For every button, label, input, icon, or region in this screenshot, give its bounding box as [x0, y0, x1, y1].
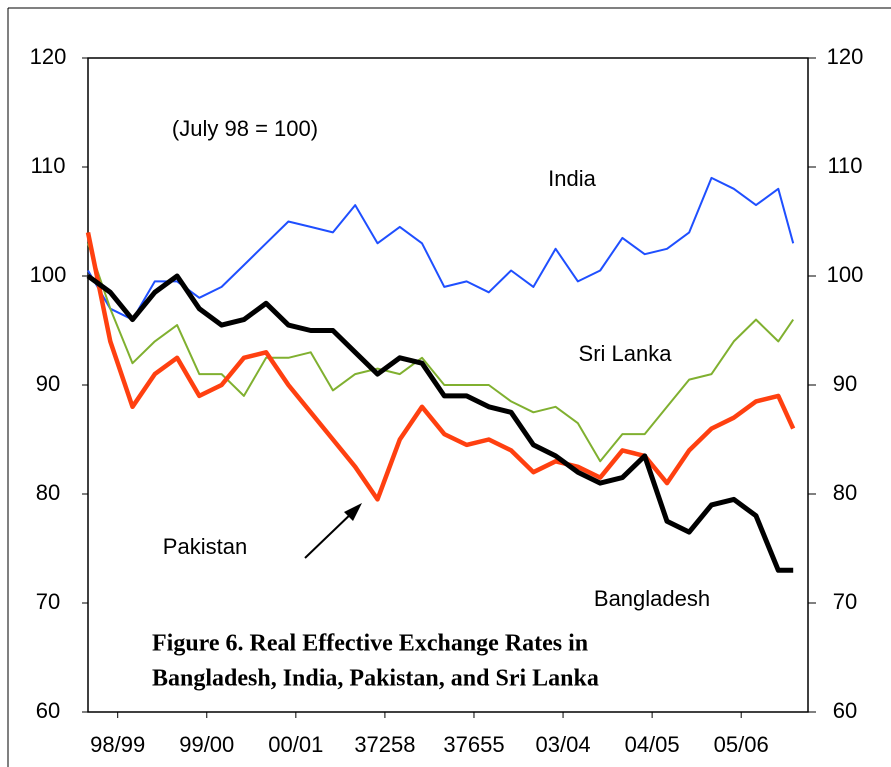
series-label: Sri Lanka	[579, 341, 673, 366]
y-tick-label: 80	[36, 480, 60, 505]
series-line	[86, 273, 794, 573]
x-tick-label: 98/99	[90, 732, 145, 757]
y2-tick-label: 60	[833, 698, 857, 723]
x-tick-label: 00/01	[268, 732, 323, 757]
y2-tick-label: 70	[833, 589, 857, 614]
y2-tick-label: 80	[833, 480, 857, 505]
x-tick-label: 05/06	[714, 732, 769, 757]
arrow-head	[344, 503, 362, 521]
x-tick-label: 37655	[443, 732, 504, 757]
y2-tick-label: 110	[827, 153, 862, 178]
y2-tick-label: 100	[827, 262, 864, 287]
series-line	[87, 176, 795, 321]
x-tick-label: 03/04	[536, 732, 591, 757]
series-label: Bangladesh	[594, 586, 710, 611]
x-tick-label: 37258	[354, 732, 415, 757]
y-tick-label: 110	[30, 153, 65, 178]
chart-title: Figure 6. Real Effective Exchange Rates …	[152, 631, 588, 657]
x-tick-label: 04/05	[625, 732, 680, 757]
arrow	[304, 509, 356, 559]
series-line	[87, 242, 795, 463]
y-tick-label: 100	[30, 262, 67, 287]
chart-title: Bangladesh, India, Pakistan, and Sri Lan…	[152, 666, 599, 692]
y-tick-label: 120	[30, 44, 67, 69]
x-tick-label: 99/00	[179, 732, 234, 757]
subtitle: (July 98 = 100)	[172, 116, 318, 141]
y-tick-label: 70	[36, 589, 60, 614]
series-label: India	[548, 166, 596, 191]
y2-tick-label: 90	[833, 371, 857, 396]
y2-tick-label: 120	[827, 44, 864, 69]
series-label: Pakistan	[163, 534, 247, 559]
y-tick-label: 60	[36, 698, 60, 723]
y-tick-label: 90	[36, 371, 60, 396]
series-line	[85, 231, 796, 502]
